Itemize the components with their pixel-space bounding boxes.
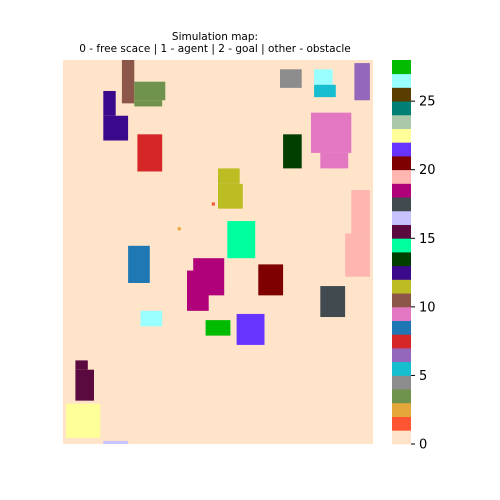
- colorbar-segment: [392, 114, 411, 129]
- obstacle-cell: [314, 84, 336, 98]
- colorbar-segment: [392, 389, 411, 404]
- obstacle-cell: [280, 69, 302, 88]
- colorbar-tick-label: 20: [419, 163, 436, 178]
- colorbar-tick-label: 5: [419, 369, 427, 384]
- colorbar-segment: [392, 73, 411, 88]
- colorbar-tick-label: 15: [419, 232, 436, 247]
- obstacle-cell: [75, 360, 88, 370]
- colorbar-segment: [392, 348, 411, 363]
- obstacle-cell: [227, 221, 256, 259]
- obstacle-cell: [187, 270, 209, 311]
- obstacle-cell: [345, 233, 370, 277]
- obstacle-cell: [320, 286, 346, 318]
- agent-cell: [211, 202, 215, 206]
- obstacle-cell: [218, 183, 243, 209]
- colorbar-segment: [392, 334, 411, 349]
- obstacle-cell: [205, 320, 231, 336]
- obstacle-cell: [140, 310, 163, 327]
- obstacle-cell: [121, 60, 135, 104]
- obstacle-cell: [134, 81, 166, 101]
- colorbar-segment: [392, 142, 411, 157]
- obstacle-cell: [311, 112, 352, 153]
- colorbar-segment: [392, 197, 411, 212]
- obstacle-cell: [283, 134, 302, 169]
- colorbar-segment: [392, 416, 411, 431]
- obstacle-cell: [66, 403, 101, 438]
- goal-cell: [177, 227, 181, 231]
- colorbar-segment: [392, 252, 411, 267]
- obstacle-cell: [75, 369, 94, 401]
- colorbar-segment: [392, 224, 411, 239]
- colorbar-segment: [392, 60, 411, 75]
- colorbar-segment: [392, 87, 411, 102]
- obstacle-cell: [236, 313, 265, 345]
- obstacle-cell: [320, 152, 349, 169]
- colorbar-tick-label: 25: [419, 95, 436, 110]
- colorbar-segment: [392, 169, 411, 184]
- colorbar-segment: [392, 430, 411, 445]
- colorbar-segment: [392, 361, 411, 376]
- colorbar: 0 5 10 15 20 25: [392, 60, 436, 453]
- obstacle-cell: [354, 63, 370, 101]
- obstacle-cell: [103, 440, 129, 444]
- obstacle-cell: [351, 190, 370, 234]
- colorbar-tick-label: 10: [419, 300, 436, 315]
- chart-title-line-1: Simulation map:: [172, 31, 258, 43]
- chart-title-line-2: 0 - free scace | 1 - agent | 2 - goal | …: [79, 43, 351, 55]
- obstacle-cell: [103, 90, 116, 116]
- colorbar-segment: [392, 279, 411, 294]
- simulation-map: [63, 60, 373, 444]
- obstacle-cell: [314, 69, 333, 85]
- obstacle-cell: [137, 134, 163, 172]
- colorbar-segment: [392, 210, 411, 225]
- colorbar-segment: [392, 293, 411, 308]
- colorbar-segment: [392, 375, 411, 390]
- colorbar-segment: [392, 183, 411, 198]
- colorbar-segment: [392, 265, 411, 280]
- colorbar-segment: [392, 238, 411, 253]
- colorbar-segment: [392, 101, 411, 116]
- colorbar-segment: [392, 128, 411, 143]
- obstacle-cell: [128, 245, 150, 283]
- colorbar-segment: [392, 402, 411, 417]
- obstacle-cell: [134, 100, 163, 107]
- colorbar-segment: [392, 156, 411, 171]
- obstacle-cell: [218, 168, 240, 184]
- obstacle-cell: [103, 115, 129, 141]
- colorbar-segment: [392, 306, 411, 321]
- colorbar-segment: [392, 320, 411, 335]
- obstacle-cell: [258, 264, 284, 296]
- colorbar-tick-label: 0: [419, 438, 427, 453]
